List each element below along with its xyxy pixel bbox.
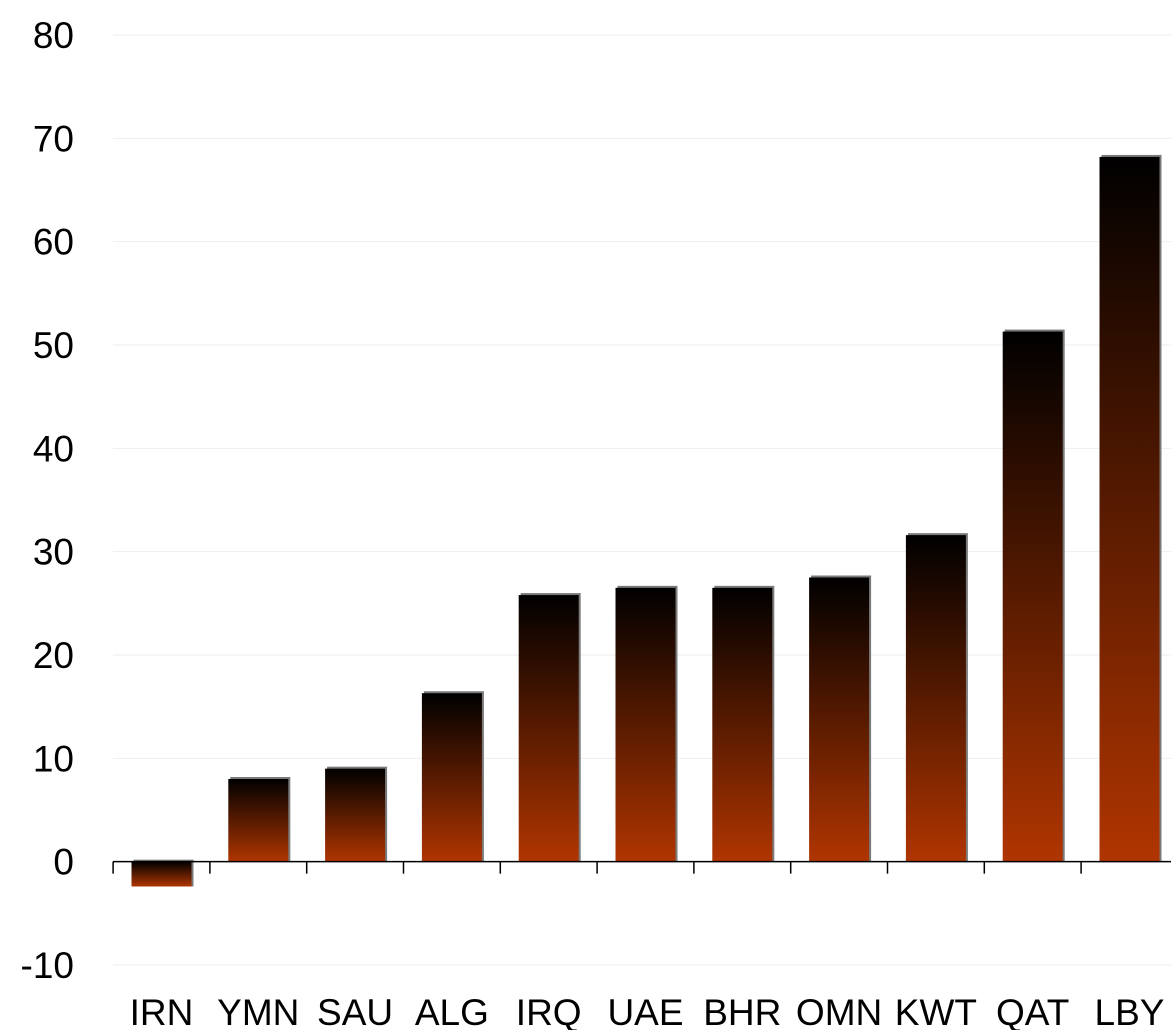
bar <box>1099 156 1160 862</box>
x-tick-label: ALG <box>415 992 489 1030</box>
x-axis-ticks: IRN YMN SAU ALG IRQ UAE BHR OMN KWT QAT LBY <box>130 992 1165 1030</box>
bars <box>131 154 1162 887</box>
bar-bhr <box>712 585 775 862</box>
bar <box>421 693 482 862</box>
bar <box>615 587 676 862</box>
y-tick-label: 10 <box>33 738 74 779</box>
x-tick-label: SAU <box>317 992 393 1030</box>
x-tick-label: IRQ <box>516 992 582 1030</box>
y-tick-label: 50 <box>33 325 74 366</box>
x-tick-label: IRN <box>130 992 194 1030</box>
y-tick-label: 70 <box>33 118 74 159</box>
y-axis-ticks: -10 0 10 20 30 40 50 60 70 80 <box>21 15 74 986</box>
bar <box>325 768 386 862</box>
y-tick-label: 60 <box>33 222 74 263</box>
x-tick-label: OMN <box>796 992 882 1030</box>
bar-uae <box>615 585 678 862</box>
y-tick-label: 80 <box>33 15 74 56</box>
bar <box>228 779 289 862</box>
bar-qat <box>1002 329 1065 862</box>
bar-lby <box>1099 154 1162 862</box>
bar <box>809 577 870 862</box>
bar <box>131 861 192 887</box>
x-tick-label: UAE <box>607 992 683 1030</box>
x-axis <box>112 860 1171 874</box>
bar-sau <box>325 766 388 862</box>
bar <box>518 595 579 862</box>
y-tick-label: 20 <box>33 635 74 676</box>
y-tick-label: 0 <box>53 842 74 883</box>
bar-ymn <box>228 777 291 862</box>
bar-omn <box>809 575 872 862</box>
bar-alg <box>421 691 484 862</box>
bar-irq <box>518 593 581 862</box>
x-tick-label: KWT <box>895 992 977 1030</box>
bar-irn <box>131 859 194 887</box>
bar-kwt <box>905 533 968 862</box>
bar <box>905 535 966 862</box>
y-tick-label: -10 <box>21 945 74 986</box>
y-tick-label: 30 <box>33 532 74 573</box>
bar <box>1002 331 1063 862</box>
x-tick-label: YMN <box>217 992 299 1030</box>
x-tick-label: BHR <box>703 992 781 1030</box>
bar <box>712 587 773 862</box>
x-tick-label: QAT <box>996 992 1069 1030</box>
y-tick-label: 40 <box>33 428 74 469</box>
x-tick-label: LBY <box>1095 992 1165 1030</box>
